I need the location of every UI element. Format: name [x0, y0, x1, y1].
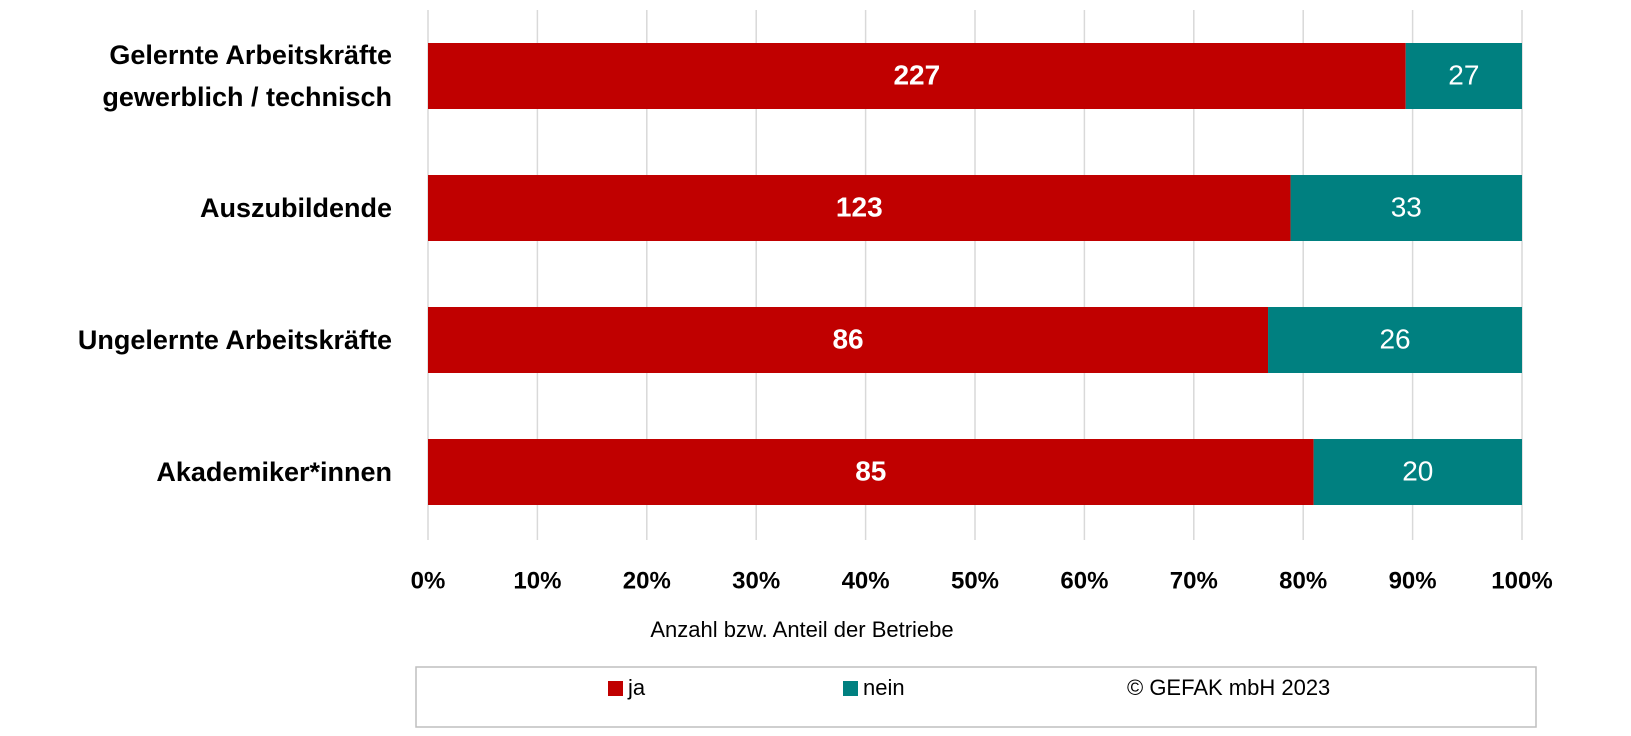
y-tick-label: Akademiker*innen: [156, 457, 392, 487]
bar-segment: [428, 439, 1314, 505]
bar-segment: [1313, 439, 1522, 505]
x-tick-label: 40%: [842, 567, 890, 594]
bar-segment: [428, 307, 1269, 373]
copyright: © GEFAK mbH 2023: [1127, 675, 1330, 700]
x-tick-label: 30%: [732, 567, 780, 594]
bar-segment: [1405, 43, 1522, 109]
x-tick-label: 70%: [1170, 567, 1218, 594]
legend-label: ja: [627, 675, 646, 700]
data-label: 26: [1379, 323, 1410, 354]
x-tick-label: 80%: [1279, 567, 1327, 594]
x-tick-label: 10%: [513, 567, 561, 594]
x-tick-label: 0%: [411, 567, 446, 594]
legend-swatch: [608, 681, 623, 696]
data-label: 27: [1448, 59, 1479, 90]
y-tick-label: Ungelernte Arbeitskräfte: [77, 325, 392, 355]
data-label: 227: [893, 59, 940, 90]
x-tick-label: 100%: [1491, 567, 1552, 594]
y-tick-label: Gelernte Arbeitskräfte gewerblich / tech…: [102, 40, 392, 112]
y-tick-label: Auszubildende: [199, 193, 392, 223]
data-label: 86: [832, 323, 863, 354]
bar-segment: [428, 175, 1291, 241]
legend-label: nein: [863, 675, 905, 700]
x-tick-label: 60%: [1060, 567, 1108, 594]
x-tick-label: 20%: [623, 567, 671, 594]
bar-segment: [1290, 175, 1522, 241]
legend-box: [415, 666, 1537, 728]
data-label: 20: [1402, 455, 1433, 486]
bar-segment: [1268, 307, 1522, 373]
legend-swatch: [843, 681, 858, 696]
x-tick-label: 50%: [951, 567, 999, 594]
x-axis-label: Anzahl bzw. Anteil der Betriebe: [650, 617, 953, 642]
data-label: 85: [855, 455, 886, 486]
data-label: 33: [1391, 191, 1422, 222]
x-tick-label: 90%: [1389, 567, 1437, 594]
data-label: 123: [836, 191, 883, 222]
bar-segment: [428, 43, 1406, 109]
